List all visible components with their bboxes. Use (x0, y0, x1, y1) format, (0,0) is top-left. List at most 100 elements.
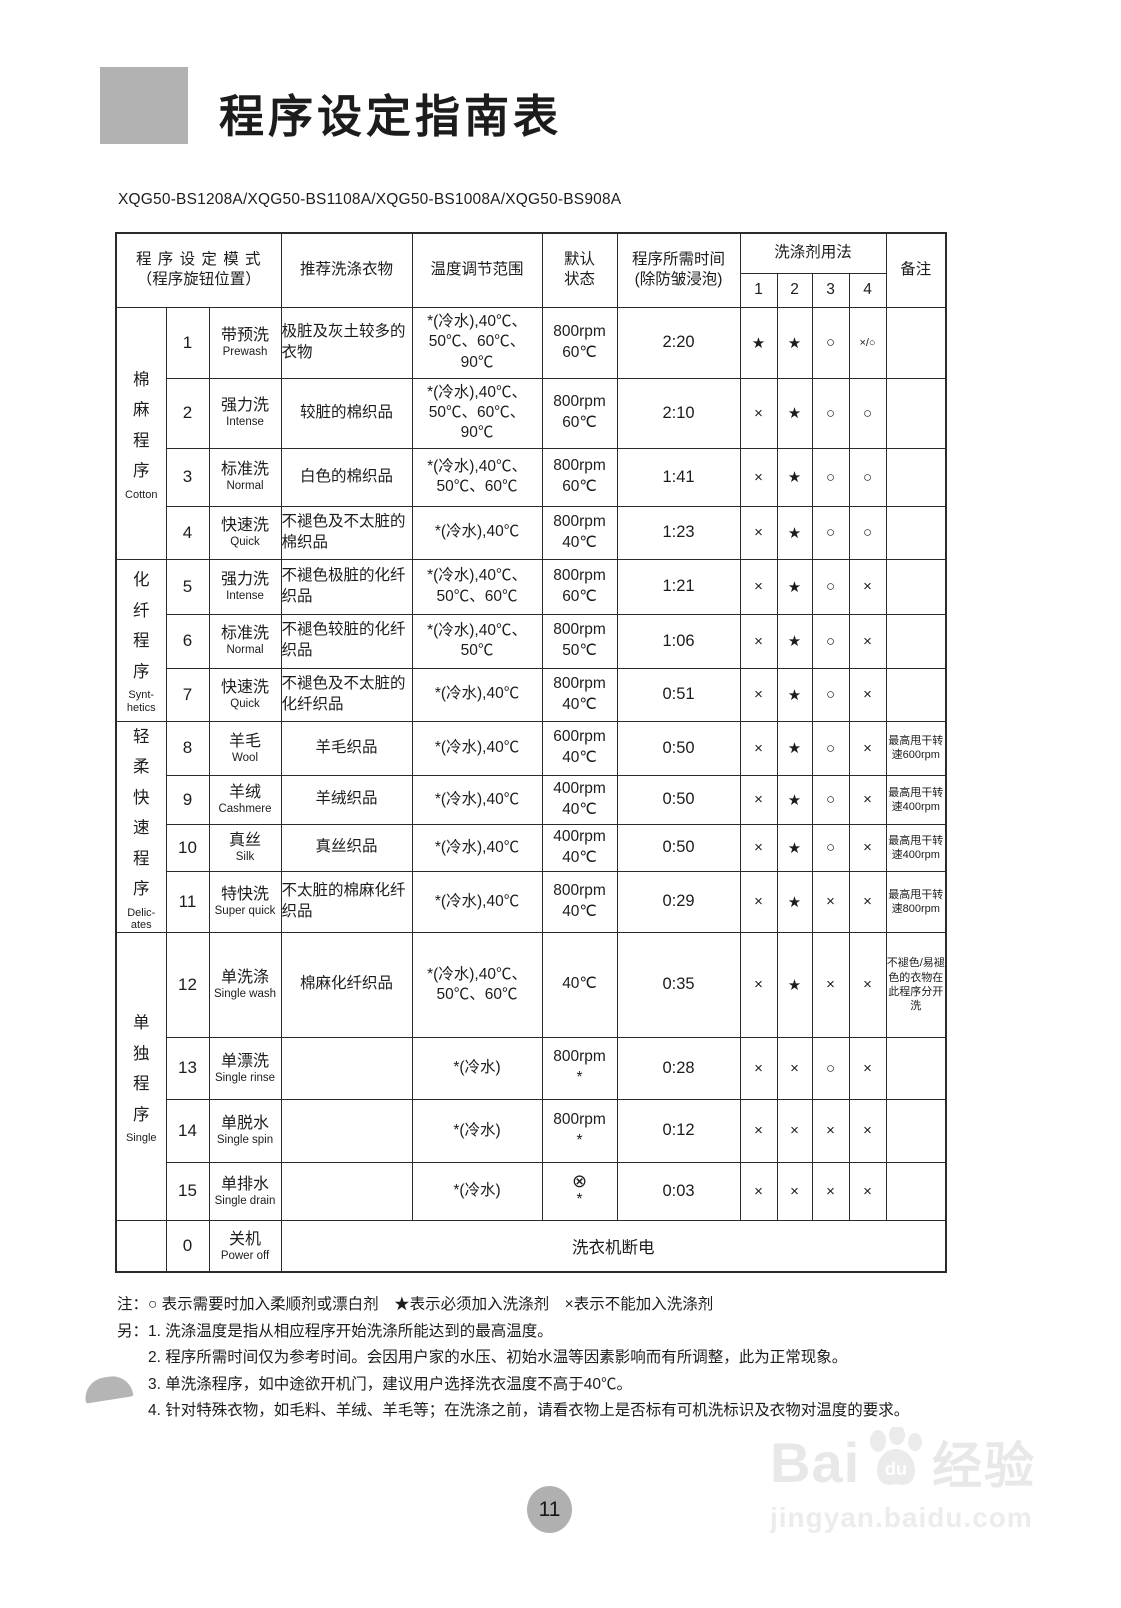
cell-clothes (280, 1161, 413, 1221)
cell-mode: 单脱水 Single spin (208, 1098, 282, 1163)
cell-clothes: 不褪色极脏的化纤织品 (280, 558, 413, 615)
cell-detergent-1: × (739, 931, 778, 1038)
cell-clothes: 不太脏的棉麻化纤织品 (280, 871, 413, 933)
cell-clothes: 极脏及灰土较多的衣物 (280, 306, 413, 379)
cell-temp-range: *(冷水) (411, 1036, 543, 1100)
cell-remark (885, 1098, 947, 1163)
cell-temp-range: *(冷水),40℃、50℃、60℃ (411, 558, 543, 615)
col-header-mode: 程 序 设 定 模 式（程序旋钮位置） (115, 232, 282, 308)
cell-remark (885, 447, 947, 507)
cell-program-number: 12 (165, 931, 210, 1038)
cell-temp-range: *(冷水),40℃ (411, 871, 543, 933)
cell-group-empty (115, 1219, 167, 1273)
cell-temp-range: *(冷水),40℃、50℃、60℃ (411, 931, 543, 1038)
cell-detergent-4: × (848, 1036, 887, 1100)
cell-detergent-1: × (739, 823, 778, 873)
cell-program-number: 4 (165, 505, 210, 560)
cell-program-number: 9 (165, 775, 210, 825)
cell-clothes (280, 1036, 413, 1100)
cell-temp-range: *(冷水),40℃ (411, 823, 543, 873)
cell-program-number: 6 (165, 613, 210, 669)
cell-detergent-3: ○ (811, 613, 850, 669)
title-decoration-square (100, 67, 188, 144)
cell-time: 0:29 (616, 871, 741, 933)
cell-remark (885, 505, 947, 560)
cell-clothes: 羊毛织品 (280, 720, 413, 777)
cell-clothes: 白色的棉织品 (280, 447, 413, 507)
header-row-top: 程 序 设 定 模 式（程序旋钮位置） 推荐洗涤衣物 温度调节范围 默认 状态 程… (115, 232, 947, 308)
cell-temp-range: *(冷水) (411, 1098, 543, 1163)
cell-mode: 羊绒 Cashmere (208, 775, 282, 825)
cell-mode: 带预洗 Prewash (208, 306, 282, 379)
cell-default-state: 600rpm 40℃ (541, 720, 618, 777)
cell-detergent-3: ○ (811, 1036, 850, 1100)
col-header-clothes: 推荐洗涤衣物 (280, 232, 413, 308)
cell-temp-range: *(冷水),40℃、50℃ (411, 613, 543, 669)
group-label-synthetics: 化纤程序 Synt- hetics (115, 558, 167, 722)
cell-program-number: 1 (165, 306, 210, 379)
cell-detergent-4: ○ (848, 377, 887, 449)
table-row: 13 单漂洗 Single rinse *(冷水) 800rpm * 0:28 × … (116, 1036, 947, 1100)
cell-detergent-3: ○ (811, 720, 850, 777)
cell-detergent-1: × (739, 1098, 778, 1163)
cell-remark (885, 667, 947, 722)
cell-program-number: 2 (165, 377, 210, 449)
cell-program-number: 14 (165, 1098, 210, 1163)
cell-remark: 不褪色/易褪色的衣物在此程序分开洗 (885, 931, 947, 1038)
cell-program-number: 5 (165, 558, 210, 615)
baidu-jingyan-watermark: Bai du 经验 jingyan.baidu.com (770, 1426, 1036, 1534)
cell-detergent-3: × (811, 1098, 850, 1163)
cell-time: 0:51 (616, 667, 741, 722)
cell-clothes: 棉麻化纤织品 (280, 931, 413, 1038)
col-header-detergent-3: 3 (811, 272, 850, 308)
col-header-temp-range: 温度调节范围 (411, 232, 543, 308)
cell-default-state: 800rpm 60℃ (541, 377, 618, 449)
cell-remark (885, 558, 947, 615)
cell-default-state: 800rpm 50℃ (541, 613, 618, 669)
cell-time: 0:50 (616, 775, 741, 825)
cell-detergent-2: ★ (776, 871, 813, 933)
cell-mode: 单漂洗 Single rinse (208, 1036, 282, 1100)
cell-detergent-1: × (739, 377, 778, 449)
program-guide-table: 程 序 设 定 模 式（程序旋钮位置） 推荐洗涤衣物 温度调节范围 默认 状态 程… (115, 232, 948, 1274)
table-row: 化纤程序 Synt- hetics 5 强力洗 Intense 不褪色极脏的化纤织品… (115, 558, 947, 722)
cell-mode: 快速洗 Quick (208, 505, 282, 560)
cell-default-state: 800rpm 40℃ (541, 505, 618, 560)
cell-remark: 最高甩干转速800rpm (885, 871, 947, 933)
cell-mode: 单洗涤 Single wash (208, 931, 282, 1038)
cell-detergent-4: × (848, 667, 887, 722)
cell-default-state: 400rpm 40℃ (541, 823, 618, 873)
cell-time: 0:12 (616, 1098, 741, 1163)
cell-detergent-3: ○ (811, 667, 850, 722)
watermark-jingyan-text: 经验 (932, 1438, 1037, 1494)
group-label-delicates: 轻柔快速程序 Delic- ates (115, 720, 167, 933)
cell-remark: 最高甩干转速600rpm (885, 720, 947, 777)
no-spin-icon: ⊗ (571, 1170, 588, 1191)
cell-detergent-2: ★ (776, 377, 813, 449)
cell-temp-range: *(冷水) (411, 1161, 543, 1221)
cell-detergent-2: × (776, 1036, 813, 1100)
cell-remark (885, 377, 947, 449)
cell-default-state: 800rpm 40℃ (541, 871, 618, 933)
table-row: 2 强力洗 Intense 较脏的棉织品 *(冷水),40℃、50℃、60℃、90… (116, 377, 947, 449)
cell-clothes: 真丝织品 (280, 823, 413, 873)
cell-default-state: 400rpm 40℃ (541, 775, 618, 825)
cell-detergent-3: × (811, 931, 850, 1038)
cell-remark (885, 1036, 947, 1100)
cell-mode: 单排水 Single drain (208, 1161, 282, 1221)
cell-mode: 强力洗 Intense (208, 377, 282, 449)
cell-time: 1:23 (616, 505, 741, 560)
cell-program-number: 8 (165, 720, 210, 777)
cell-temp-range: *(冷水),40℃ (411, 720, 543, 777)
cell-time: 1:21 (616, 558, 741, 615)
cell-detergent-1: × (739, 667, 778, 722)
cell-default-state: 800rpm * (541, 1098, 618, 1163)
cell-detergent-2: ★ (776, 447, 813, 507)
cell-mode: 标准洗 Normal (208, 613, 282, 669)
group-label-cotton: 棉麻程序 Cotton (115, 306, 167, 560)
cell-detergent-4: × (848, 558, 887, 615)
cell-mode: 羊毛 Wool (208, 720, 282, 777)
table-row: 7 快速洗 Quick 不褪色及不太脏的化纤织品 *(冷水),40℃ 800rpm… (116, 667, 947, 722)
cell-time: 0:50 (616, 720, 741, 777)
cell-detergent-1: × (739, 505, 778, 560)
